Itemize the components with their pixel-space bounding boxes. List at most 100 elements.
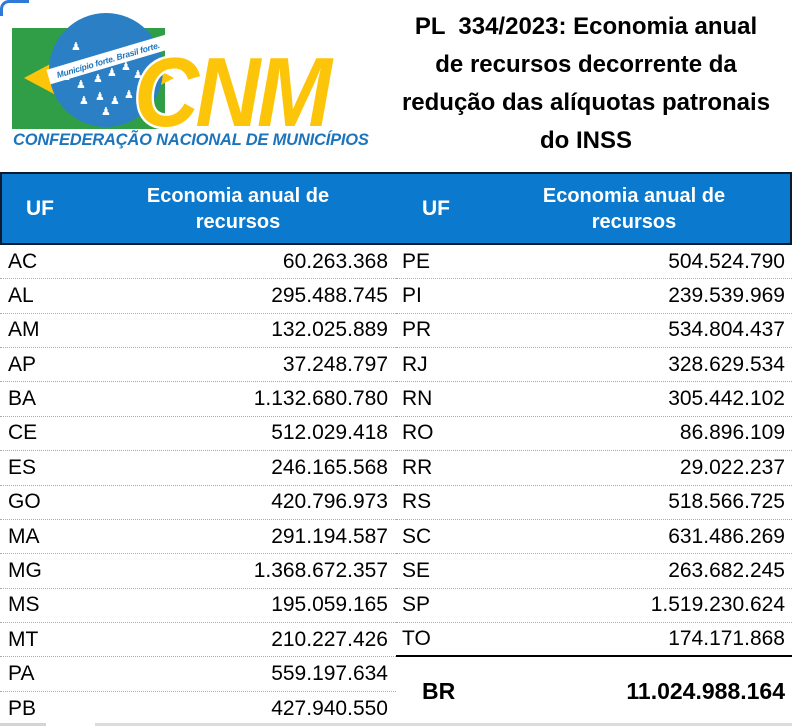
person-icon: ♟ — [110, 94, 120, 107]
uf-cell: MS — [8, 593, 40, 617]
person-icon: ♟ — [124, 88, 134, 101]
value-cell: 504.524.790 — [668, 249, 785, 273]
uf-cell: PI — [402, 284, 422, 308]
table-row: BA 1.132.680.780 — [0, 382, 396, 417]
crop-corner-artifact — [0, 0, 29, 16]
uf-cell: GO — [8, 490, 41, 514]
table-right-column: PE 504.524.790 PI 239.539.969 PR 534.804.43… — [396, 245, 792, 726]
organization-name: CONFEDERAÇÃO NACIONAL DE MUNICÍPIOS — [13, 131, 369, 149]
person-icon: ♟ — [71, 40, 81, 53]
value-cell: 132.025.889 — [271, 318, 388, 342]
total-row: BR 11.024.988.164 — [396, 657, 792, 725]
total-value-cell: 11.024.988.164 — [626, 677, 785, 704]
value-cell: 518.566.725 — [668, 490, 785, 514]
table-row: PI 239.539.969 — [396, 279, 792, 314]
value-cell: 1.132.680.780 — [253, 387, 388, 411]
value-cell: 29.022.237 — [679, 455, 785, 479]
cnm-wordmark: CNM — [132, 37, 335, 147]
table-row: RS 518.566.725 — [396, 486, 792, 520]
value-cell: 291.194.587 — [271, 524, 388, 548]
uf-cell: CE — [8, 421, 38, 445]
uf-cell: AL — [8, 284, 34, 308]
cnm-logo: ♟ ♟ ♟ ♟ ♟ ♟ ♟ ♟ ♟ ♟ ♟ ♟ Município forte.… — [0, 0, 392, 172]
uf-cell: MG — [8, 558, 42, 582]
value-cell: 631.486.269 — [668, 524, 785, 548]
title-line: PL 334/2023: Economia anual — [414, 13, 758, 40]
bottom-crop-artifact — [95, 723, 792, 726]
table-row: TO 174.171.868 — [396, 623, 792, 658]
uf-cell: PE — [402, 249, 431, 273]
header-value-left-text: Economia anual de recursos — [146, 184, 330, 233]
person-icon: ♟ — [76, 78, 86, 91]
value-cell: 239.539.969 — [668, 284, 785, 308]
table-row: GO 420.796.973 — [0, 486, 396, 520]
header-value-right-text: Economia anual de recursos — [542, 184, 726, 233]
table-header: UF Economia anual de recursos UF Economi… — [0, 172, 792, 245]
title-line: de recursos decorrente da — [435, 51, 737, 78]
value-cell: 295.488.745 — [271, 284, 388, 308]
table-row: AC 60.263.368 — [0, 245, 396, 280]
uf-cell: AC — [8, 249, 38, 273]
table-row: ES 246.165.568 — [0, 451, 396, 486]
table-row: AM 132.025.889 — [0, 314, 396, 349]
table-row: MS 195.059.165 — [0, 589, 396, 623]
table-row: SC 631.486.269 — [396, 520, 792, 555]
value-cell: 174.171.868 — [668, 627, 785, 651]
value-cell: 86.896.109 — [679, 421, 785, 445]
uf-cell: RO — [402, 421, 434, 445]
table-row: PE 504.524.790 — [396, 245, 792, 280]
table-row: SE 263.682.245 — [396, 554, 792, 589]
value-cell: 305.442.102 — [668, 387, 785, 411]
title-line: redução das alíquotas patronais — [401, 89, 771, 116]
table-row: PA 559.197.634 — [0, 657, 396, 692]
total-uf-cell: BR — [422, 677, 456, 704]
page-title: PL 334/2023: Economia anual de recursos … — [380, 8, 792, 160]
value-cell: 246.165.568 — [271, 455, 388, 479]
title-line: do INSS — [539, 127, 632, 154]
person-icon: ♟ — [95, 90, 105, 103]
table-row: MT 210.227.426 — [0, 623, 396, 658]
uf-cell: MT — [8, 627, 39, 651]
table-row: SP 1.519.230.624 — [396, 589, 792, 623]
uf-cell: SC — [402, 524, 432, 548]
value-cell: 1.368.672.357 — [253, 558, 388, 582]
table-row: PB 427.940.550 — [0, 692, 396, 726]
uf-cell: ES — [8, 455, 37, 479]
table-row: RN 305.442.102 — [396, 382, 792, 417]
uf-cell: BA — [8, 387, 37, 411]
table-row: PR 534.804.437 — [396, 314, 792, 349]
bottom-crop-artifact — [0, 723, 46, 726]
table-row: MG 1.368.672.357 — [0, 554, 396, 589]
uf-cell: AM — [8, 318, 40, 342]
uf-cell: PR — [402, 318, 432, 342]
uf-cell: TO — [402, 627, 431, 651]
header-value-right: Economia anual de recursos — [474, 183, 792, 235]
person-icon: ♟ — [93, 72, 103, 85]
table-row: CE 512.029.418 — [0, 417, 396, 452]
value-cell: 1.519.230.624 — [650, 593, 785, 617]
table-left-column: AC 60.263.368 AL 295.488.745 AM 132.025.889… — [0, 245, 396, 726]
table-row: RR 29.022.237 — [396, 451, 792, 486]
value-cell: 559.197.634 — [271, 661, 388, 685]
uf-cell: RR — [402, 455, 433, 479]
table-row: RO 86.896.109 — [396, 417, 792, 452]
table-row: AL 295.488.745 — [0, 279, 396, 314]
person-icon: ♟ — [121, 60, 131, 73]
value-cell: 263.682.245 — [668, 558, 785, 582]
table-body: AC 60.263.368 AL 295.488.745 AM 132.025.889… — [0, 245, 792, 726]
header-value-left: Economia anual de recursos — [78, 183, 398, 235]
uf-cell: RN — [402, 387, 433, 411]
header-uf-right: UF — [422, 196, 450, 220]
uf-cell: AP — [8, 352, 37, 376]
value-cell: 37.248.797 — [282, 352, 388, 376]
person-icon: ♟ — [101, 105, 111, 118]
uf-cell: SE — [402, 558, 431, 582]
value-cell: 328.629.534 — [668, 352, 785, 376]
value-cell: 534.804.437 — [668, 318, 785, 342]
table-row: RJ 328.629.534 — [396, 348, 792, 383]
value-cell: 60.263.368 — [282, 249, 388, 273]
uf-cell: MA — [8, 524, 40, 548]
uf-cell: PB — [8, 696, 37, 720]
value-cell: 210.227.426 — [271, 627, 388, 651]
